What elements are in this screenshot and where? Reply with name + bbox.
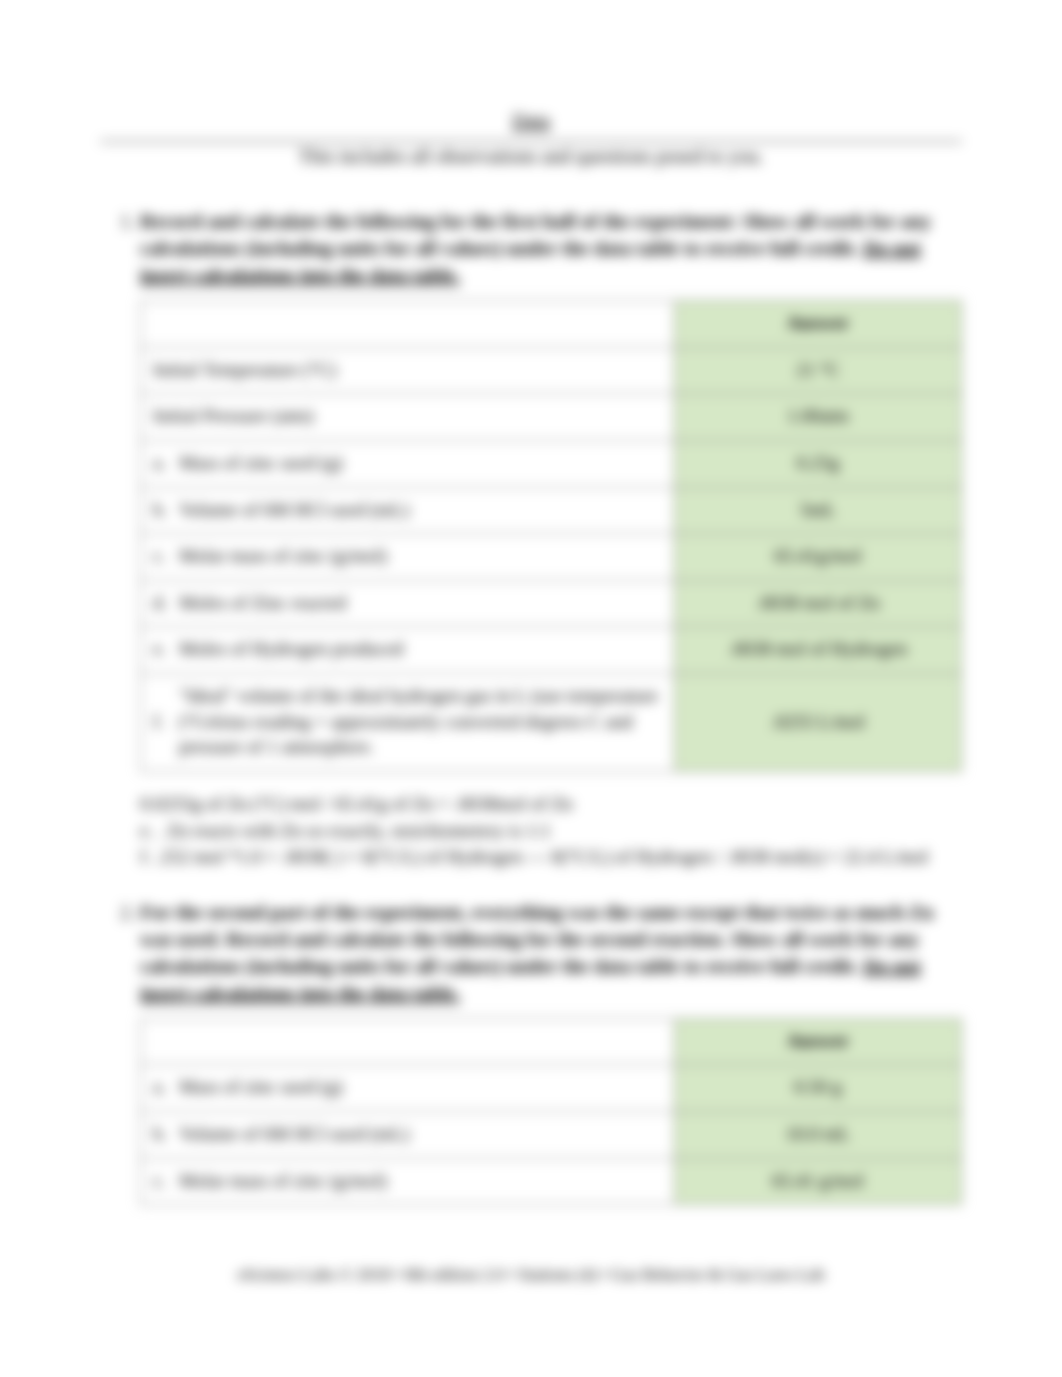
row-answer: 10.0 mL — [674, 1112, 961, 1159]
table-row: a. Mass of zinc used (g) 0.25g — [141, 440, 962, 487]
row-text: Molar mass of zinc (g/mol) — [179, 544, 387, 570]
sub-letter: f. — [153, 710, 179, 736]
table-row: f. "Ideal" volume of the ideal hydrogen … — [141, 674, 962, 772]
answer-header: Answer — [674, 301, 961, 348]
row-label: b. Volume of 6M HCl used (mL) — [141, 1112, 675, 1159]
doc-title: Data — [512, 110, 550, 132]
sub-letter: b. — [153, 1122, 179, 1148]
sub-letter: e. — [153, 637, 179, 663]
table-row: b. Volume of 6M HCl used (mL) 5mL — [141, 487, 962, 534]
divider — [100, 141, 962, 142]
q2-table: Answer a. Mass of zinc used (g) 0.50 g b… — [140, 1018, 962, 1206]
row-answer: 65.41 g/mol — [674, 1158, 961, 1205]
row-answer: .0255 L/mol — [674, 674, 961, 772]
row-label: c. Molar mass of zinc (g/mol) — [141, 534, 675, 581]
row-label: e. Moles of Hydrogen produced — [141, 627, 675, 674]
row-label: a. Mass of zinc used (g) — [141, 1065, 675, 1112]
row-text: Moles of Zinc reacted — [179, 591, 346, 617]
row-text: Molar mass of zinc (g/mol) — [179, 1169, 387, 1195]
table-row: b. Volume of 6M HCl used (mL) 10.0 mL — [141, 1112, 962, 1159]
table-row: Initial Temperature (°C) 21 °C — [141, 347, 962, 394]
row-text: Moles of Hydrogen produced — [179, 637, 403, 663]
q2-prompt: For the second part of the experiment, e… — [140, 902, 933, 978]
blank-header — [141, 301, 675, 348]
row-label: Initial Pressure (atm) — [141, 394, 675, 441]
row-label: Initial Temperature (°C) — [141, 347, 675, 394]
row-label: f. "Ideal" volume of the ideal hydrogen … — [141, 674, 675, 772]
sub-letter: a. — [153, 1075, 179, 1101]
row-answer: 21 °C — [674, 347, 961, 394]
table-row: d. Moles of Zinc reacted .0038 mol of Zn — [141, 580, 962, 627]
sub-letter: c. — [153, 1169, 179, 1195]
work-line: e. . Zn reacts with Zn so exactly, stoic… — [140, 819, 962, 846]
row-answer: .0038 mol of Hydrogen — [674, 627, 961, 674]
row-answer: 1.00atm — [674, 394, 961, 441]
sub-letter: d. — [153, 591, 179, 617]
row-text: Mass of zinc used (g) — [179, 451, 343, 477]
sub-letter: c. — [153, 544, 179, 570]
row-label: c. Molar mass of zinc (g/mol) — [141, 1158, 675, 1205]
sub-letter: b. — [153, 498, 179, 524]
q1-prompt: Record and calculate the following for t… — [140, 211, 931, 260]
table-row: Initial Pressure (atm) 1.00atm — [141, 394, 962, 441]
answer-header: Answer — [674, 1018, 961, 1065]
row-text: "Ideal" volume of the ideal hydrogen gas… — [179, 684, 662, 761]
table-row: c. Molar mass of zinc (g/mol) 65.41 g/mo… — [141, 1158, 962, 1205]
row-answer: 0.50 g — [674, 1065, 961, 1112]
table-row: Answer — [141, 301, 962, 348]
doc-subtitle: This includes all observations and quest… — [100, 146, 962, 169]
row-answer: 65.41g/mol — [674, 534, 961, 581]
question-2: For the second part of the experiment, e… — [140, 900, 962, 1206]
blank-header — [141, 1018, 675, 1065]
table-row: c. Molar mass of zinc (g/mol) 65.41g/mol — [141, 534, 962, 581]
row-answer: 5mL — [674, 487, 961, 534]
table-row: e. Moles of Hydrogen produced .0038 mol … — [141, 627, 962, 674]
question-1: Record and calculate the following for t… — [140, 209, 962, 772]
sub-letter: a. — [153, 451, 179, 477]
q1-work: 0.0255g of Zn (°C) mol / 65.41g of Zn = … — [100, 792, 962, 872]
page-footer: eScience Labs © 2018 • 8th edition 2.0 •… — [100, 1265, 962, 1285]
q1-table: Answer Initial Temperature (°C) 21 °C In… — [140, 300, 962, 772]
row-text: Volume of 6M HCl used (mL) — [179, 1122, 409, 1148]
work-line: 0.0255g of Zn (°C) mol / 65.41g of Zn = … — [140, 792, 962, 819]
table-row: Answer — [141, 1018, 962, 1065]
row-label: a. Mass of zinc used (g) — [141, 440, 675, 487]
row-label: d. Moles of Zinc reacted — [141, 580, 675, 627]
row-text: Volume of 6M HCl used (mL) — [179, 498, 409, 524]
row-answer: 0.25g — [674, 440, 961, 487]
table-row: a. Mass of zinc used (g) 0.50 g — [141, 1065, 962, 1112]
row-label: b. Volume of 6M HCl used (mL) — [141, 487, 675, 534]
work-line: f. .252 mol *1.0 = .0038( ) = 0(°C/L) of… — [140, 845, 962, 872]
row-answer: .0038 mol of Zn — [674, 580, 961, 627]
row-text: Mass of zinc used (g) — [179, 1075, 343, 1101]
